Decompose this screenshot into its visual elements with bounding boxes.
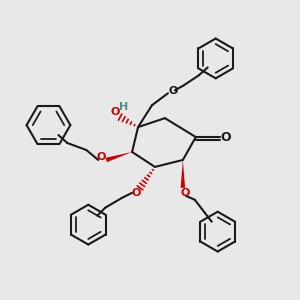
Text: H: H [118, 102, 128, 112]
Text: O: O [110, 107, 120, 117]
Polygon shape [181, 160, 185, 188]
Text: O: O [131, 188, 141, 198]
Text: O: O [168, 86, 178, 96]
Text: O: O [97, 152, 106, 162]
Polygon shape [106, 152, 132, 162]
Text: O: O [180, 188, 190, 198]
Text: O: O [220, 130, 231, 144]
